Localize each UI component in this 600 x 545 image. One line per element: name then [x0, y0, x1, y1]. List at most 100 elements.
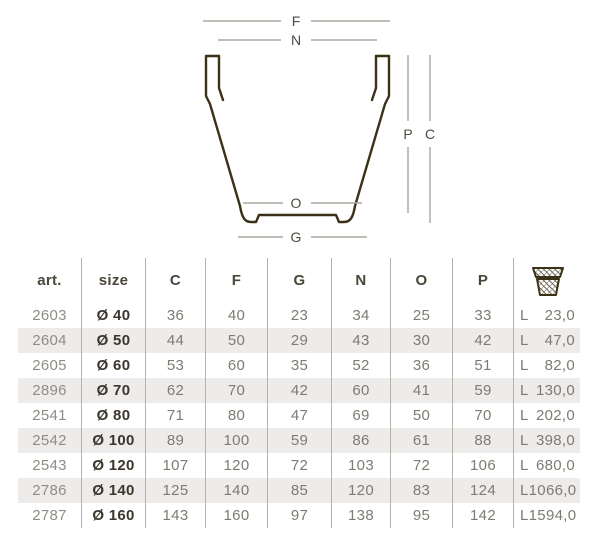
- cell-c: 143: [146, 503, 206, 528]
- cell-o: 50: [391, 403, 453, 428]
- volume-unit: L: [520, 457, 529, 474]
- spec-table: art. size C F G N O P: [18, 258, 580, 528]
- cell-n: 69: [332, 403, 391, 428]
- cell-o: 83: [391, 478, 453, 503]
- header-n: N: [332, 258, 391, 303]
- cell-art: 2786: [18, 478, 82, 503]
- table-row: 2542 Ø 100 89 100 59 86 61 88 L 398,0: [18, 428, 580, 453]
- cell-p: 142: [453, 503, 514, 528]
- volume-value: 398,0: [535, 432, 575, 449]
- cell-g: 23: [268, 303, 332, 328]
- cell-volume: L 680,0: [514, 453, 580, 478]
- volume-unit: L: [520, 357, 529, 374]
- cell-c: 71: [146, 403, 206, 428]
- table-row: 2605 Ø 60 53 60 35 52 36 51 L 82,0: [18, 353, 580, 378]
- cell-size: Ø 120: [82, 453, 146, 478]
- pot-inner-rim-left: [217, 54, 225, 102]
- volume-unit: L: [520, 382, 529, 399]
- cell-size: Ø 160: [82, 503, 146, 528]
- cell-n: 103: [332, 453, 391, 478]
- dim-line-n: N: [218, 32, 377, 48]
- cell-g: 47: [268, 403, 332, 428]
- volume-value: 1066,0: [528, 482, 577, 499]
- cell-g: 35: [268, 353, 332, 378]
- cell-c: 44: [146, 328, 206, 353]
- header-volume: [514, 258, 580, 303]
- cell-c: 53: [146, 353, 206, 378]
- cell-f: 60: [206, 353, 268, 378]
- table-row: 2541 Ø 80 71 80 47 69 50 70 L 202,0: [18, 403, 580, 428]
- volume-unit: L: [520, 307, 529, 324]
- dim-label-n: N: [291, 32, 301, 48]
- volume-unit: L: [520, 482, 529, 499]
- dim-label-p: P: [403, 126, 412, 142]
- cell-p: 42: [453, 328, 514, 353]
- table-row: 2604 Ø 50 44 50 29 43 30 42 L 47,0: [18, 328, 580, 353]
- cell-g: 85: [268, 478, 332, 503]
- volume-value: 202,0: [535, 407, 575, 424]
- dim-label-c: C: [425, 126, 435, 142]
- cell-volume: L 47,0: [514, 328, 580, 353]
- dim-label-g: G: [291, 229, 302, 245]
- dim-line-g: G: [238, 229, 367, 245]
- cell-f: 70: [206, 378, 268, 403]
- cell-f: 120: [206, 453, 268, 478]
- volume-value: 1594,0: [528, 507, 577, 524]
- dim-label-f: F: [292, 13, 301, 29]
- dim-label-o: O: [291, 195, 302, 211]
- cell-size: Ø 50: [82, 328, 146, 353]
- cell-f: 140: [206, 478, 268, 503]
- cell-f: 80: [206, 403, 268, 428]
- cell-p: 124: [453, 478, 514, 503]
- header-art: art.: [18, 258, 82, 303]
- table-row: 2603 Ø 40 36 40 23 34 25 33 L 23,0: [18, 303, 580, 328]
- cell-size: Ø 140: [82, 478, 146, 503]
- cell-p: 59: [453, 378, 514, 403]
- cell-f: 100: [206, 428, 268, 453]
- cell-size: Ø 100: [82, 428, 146, 453]
- cell-size: Ø 60: [82, 353, 146, 378]
- cell-art: 2787: [18, 503, 82, 528]
- cell-g: 29: [268, 328, 332, 353]
- cell-volume: L 202,0: [514, 403, 580, 428]
- cell-art: 2603: [18, 303, 82, 328]
- cell-art: 2604: [18, 328, 82, 353]
- table-row: 2896 Ø 70 62 70 42 60 41 59 L 130,0: [18, 378, 580, 403]
- cell-n: 52: [332, 353, 391, 378]
- cell-n: 86: [332, 428, 391, 453]
- cell-f: 40: [206, 303, 268, 328]
- cell-n: 138: [332, 503, 391, 528]
- cell-f: 50: [206, 328, 268, 353]
- cell-c: 36: [146, 303, 206, 328]
- cell-o: 30: [391, 328, 453, 353]
- volume-unit: L: [520, 407, 529, 424]
- table-row: 2786 Ø 140 125 140 85 120 83 124 L 1066,…: [18, 478, 580, 503]
- volume-unit: L: [520, 332, 529, 349]
- volume-value: 23,0: [544, 307, 575, 324]
- cell-o: 61: [391, 428, 453, 453]
- cell-c: 89: [146, 428, 206, 453]
- cell-art: 2605: [18, 353, 82, 378]
- header-f: F: [206, 258, 268, 303]
- cell-volume: L 1066,0: [514, 478, 580, 503]
- cell-n: 60: [332, 378, 391, 403]
- table-row: 2787 Ø 160 143 160 97 138 95 142 L 1594,…: [18, 503, 580, 528]
- cell-n: 34: [332, 303, 391, 328]
- cell-volume: L 23,0: [514, 303, 580, 328]
- pot-cross-section-diagram: F N O G P: [203, 13, 435, 245]
- cell-size: Ø 80: [82, 403, 146, 428]
- cell-p: 51: [453, 353, 514, 378]
- cell-o: 36: [391, 353, 453, 378]
- volume-value: 130,0: [535, 382, 575, 399]
- cell-art: 2543: [18, 453, 82, 478]
- volume-value: 47,0: [544, 332, 575, 349]
- cell-p: 33: [453, 303, 514, 328]
- cell-c: 107: [146, 453, 206, 478]
- cell-volume: L 130,0: [514, 378, 580, 403]
- cell-n: 120: [332, 478, 391, 503]
- cell-o: 41: [391, 378, 453, 403]
- volume-unit: L: [520, 507, 529, 524]
- cell-art: 2896: [18, 378, 82, 403]
- cell-g: 97: [268, 503, 332, 528]
